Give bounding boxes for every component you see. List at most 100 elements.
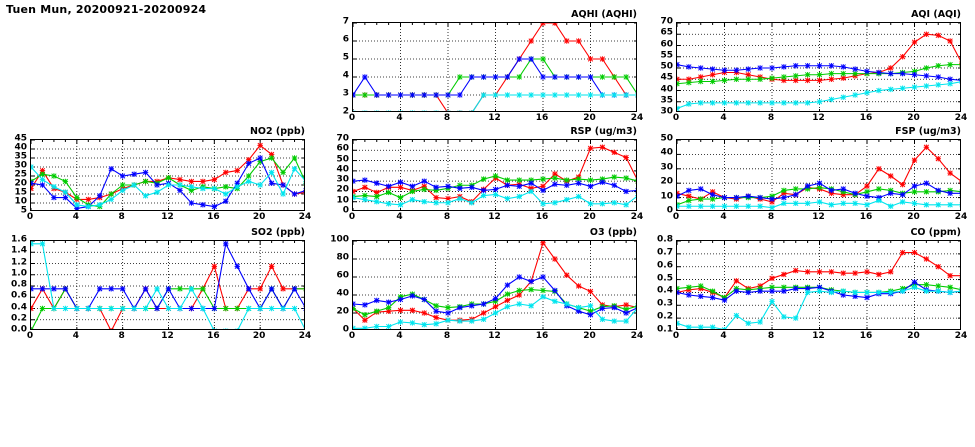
data-point [611, 174, 617, 180]
x-tick-label: 12 [161, 212, 174, 222]
x-tick-label: 0 [348, 113, 356, 123]
data-point [540, 187, 546, 194]
data-point [852, 270, 858, 276]
data-point [828, 289, 835, 296]
data-point [492, 74, 499, 80]
data-point [374, 297, 380, 304]
data-point [757, 288, 763, 294]
data-point [85, 196, 91, 203]
data-point [385, 201, 392, 207]
data-point [828, 96, 835, 103]
x-tick-label: 0 [26, 212, 34, 222]
data-point [911, 39, 918, 45]
data-point [686, 76, 692, 82]
data-point [864, 193, 870, 199]
series-markers-series4 [31, 164, 304, 210]
data-point [480, 192, 487, 199]
data-point [445, 317, 451, 323]
data-point [864, 289, 870, 296]
series-markers-series4 [677, 78, 960, 111]
data-point [397, 319, 404, 325]
data-point [397, 296, 404, 303]
x-tick-label: 12 [488, 331, 501, 341]
plot-area-aqhi [352, 22, 637, 112]
data-point [599, 144, 606, 150]
data-point [421, 310, 427, 316]
series-markers-series3 [677, 180, 960, 202]
data-point [709, 294, 716, 301]
x-tick-label: 4 [720, 212, 727, 222]
data-point [188, 305, 195, 312]
data-point [374, 308, 380, 314]
data-point [623, 175, 629, 181]
y-tick-label: 30 [336, 174, 349, 185]
data-point [635, 192, 636, 199]
data-point [257, 142, 263, 149]
data-point [781, 74, 787, 80]
y-tick-label: 65 [660, 27, 673, 38]
data-point [599, 92, 606, 98]
data-point [31, 164, 34, 170]
data-point [935, 283, 941, 289]
data-point [362, 317, 368, 323]
data-point [935, 264, 941, 270]
data-point [947, 273, 953, 279]
data-point [781, 64, 787, 70]
data-point [769, 199, 775, 205]
x-tick-label: 12 [812, 113, 825, 123]
x-tick-label: 12 [488, 113, 501, 123]
data-point [876, 197, 882, 204]
data-point [947, 202, 953, 208]
data-point [947, 289, 953, 296]
data-point [397, 194, 404, 201]
data-point [268, 155, 275, 161]
data-point [362, 184, 368, 191]
data-point [947, 61, 953, 68]
data-point [165, 175, 172, 181]
data-point [599, 305, 606, 312]
y-tick-label: 0.4 [657, 285, 673, 296]
x-tick-label: 0 [672, 212, 680, 222]
data-point [353, 110, 356, 111]
data-point [911, 72, 918, 78]
data-point [899, 192, 906, 198]
series-markers-series3 [353, 177, 636, 195]
data-point [769, 298, 775, 305]
series-markers-series3 [31, 155, 304, 210]
x-tick-label: 8 [118, 331, 125, 341]
data-point [757, 76, 763, 82]
data-point [781, 100, 787, 106]
y-tick-label: 40 [14, 142, 27, 153]
data-point [828, 63, 835, 69]
data-point [223, 305, 229, 312]
data-point [74, 194, 80, 201]
data-point [575, 308, 582, 314]
data-point [804, 289, 811, 296]
data-point [85, 203, 91, 210]
data-point [769, 196, 775, 202]
data-point [876, 194, 882, 201]
data-point [698, 293, 704, 299]
data-point [899, 288, 906, 294]
data-point [677, 193, 680, 199]
plot-area-rsp [352, 139, 637, 211]
data-point [623, 302, 629, 308]
data-point [804, 183, 811, 189]
data-point [599, 316, 606, 322]
data-point [959, 288, 960, 294]
data-point [74, 202, 80, 208]
data-point [211, 263, 218, 270]
data-point [374, 180, 380, 186]
data-point [721, 100, 728, 106]
data-point [291, 155, 298, 161]
data-point [686, 197, 692, 204]
page-title: Tuen Mun, 20200921-20200924 [6, 3, 207, 16]
x-tick-label: 24 [954, 331, 968, 341]
data-point [457, 92, 463, 98]
data-point [108, 328, 114, 329]
data-point [457, 110, 463, 111]
data-point [611, 74, 617, 80]
x-tick-label: 24 [630, 212, 644, 222]
data-point [947, 76, 953, 82]
data-point [223, 198, 229, 204]
